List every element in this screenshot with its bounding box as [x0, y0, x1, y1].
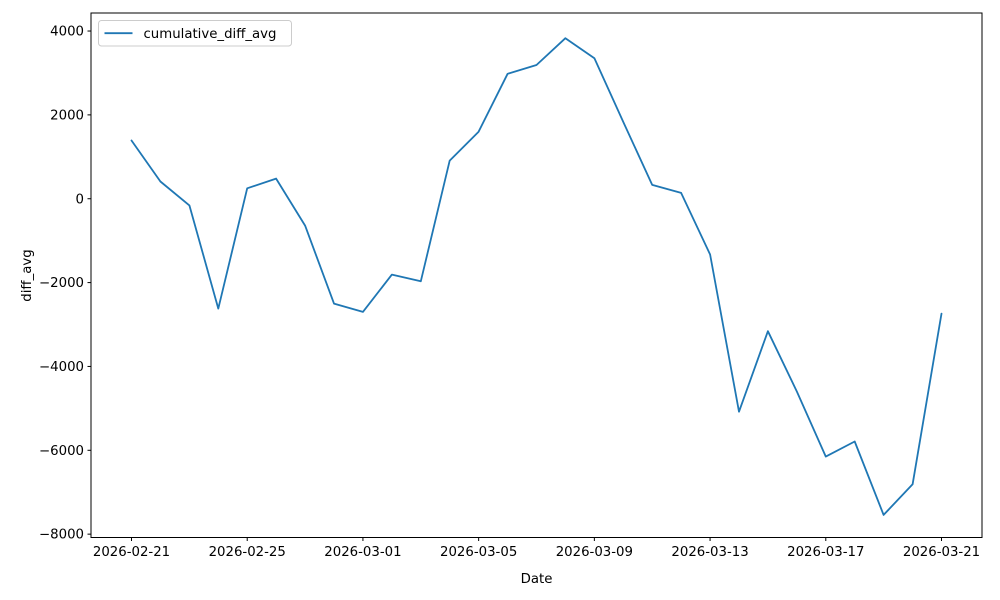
y-axis-ticks: 4000 2000 0 −2000 −4000 −6000 −8000 [39, 25, 91, 543]
y-axis-label: diff_avg [20, 249, 35, 301]
svg-text:−8000: −8000 [39, 528, 84, 543]
svg-text:2026-03-17: 2026-03-17 [787, 545, 864, 560]
svg-text:−2000: −2000 [39, 276, 84, 291]
svg-text:4000: 4000 [50, 25, 84, 40]
svg-text:2026-03-05: 2026-03-05 [440, 545, 517, 560]
x-axis-ticks: 2026-02-21 2026-02-25 2026-03-01 2026-03-05… [93, 537, 980, 560]
svg-text:2026-03-13: 2026-03-13 [671, 545, 748, 560]
svg-text:2026-03-09: 2026-03-09 [556, 545, 633, 560]
series-group [130, 37, 943, 516]
legend-frame [98, 20, 292, 47]
x-axis-label: Date [521, 572, 553, 587]
legend-label: cumulative_diff_avg [144, 27, 277, 42]
legend: cumulative_diff_avg [98, 20, 292, 47]
svg-text:2026-02-21: 2026-02-21 [93, 545, 170, 560]
plot-area [90, 12, 983, 538]
svg-text:−6000: −6000 [39, 444, 84, 459]
svg-text:2026-03-21: 2026-03-21 [903, 545, 980, 560]
series-line-cumulative-diff-avg [130, 37, 943, 516]
svg-text:−4000: −4000 [39, 360, 84, 375]
svg-text:0: 0 [76, 192, 84, 207]
svg-text:2026-02-25: 2026-02-25 [209, 545, 286, 560]
svg-text:2000: 2000 [50, 108, 84, 123]
svg-text:2026-03-01: 2026-03-01 [324, 545, 401, 560]
